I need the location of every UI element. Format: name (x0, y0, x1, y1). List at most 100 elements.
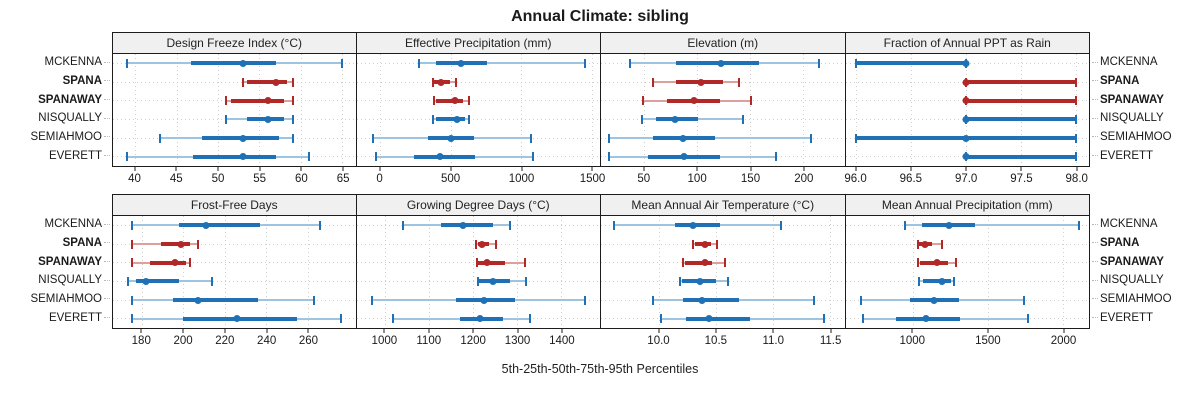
station-label-row: SPANA (0, 72, 112, 91)
whisker-cap (918, 276, 921, 286)
percentile-25-75-bar (966, 98, 1076, 103)
station-label-row: NISQUALLY (1090, 109, 1200, 128)
tick-label: 97.0 (954, 173, 978, 185)
row-guide (113, 262, 356, 264)
station-label-row: SEMIAHMOO (1090, 290, 1200, 309)
panel-title: Mean Annual Air Temperature (°C) (631, 198, 815, 212)
station-label: SPANA (62, 74, 102, 87)
gridline (1062, 216, 1064, 328)
panel-strip: Design Freeze Index (°C) (113, 33, 356, 54)
gridline (307, 216, 309, 328)
whisker-cap (375, 152, 378, 162)
tick-label: 50 (211, 173, 225, 185)
panel-group: Design Freeze Index (°C) 40 45 50 55 60 65 Effe… (112, 32, 1090, 194)
panel-frame: Growing Degree Days (°C) (355, 194, 601, 329)
median-dot (680, 153, 688, 161)
median-dot (701, 259, 709, 267)
station-label-row: MCKENNA (1090, 53, 1200, 72)
whisker-cap (608, 133, 611, 143)
percentile-25-75-bar (435, 98, 463, 103)
whisker-cap (862, 314, 865, 324)
station-label: NISQUALLY (1100, 274, 1164, 287)
tick-label: 1000 (371, 335, 398, 347)
tick-mark (134, 167, 136, 171)
tick-mark (750, 167, 751, 171)
median-dot (933, 259, 941, 267)
dotted-leader (1092, 298, 1098, 300)
whisker-cap (823, 314, 826, 324)
dotted-leader (1092, 61, 1098, 63)
panel-title: Design Freeze Index (°C) (166, 36, 302, 50)
station-label-row: SPANA (1090, 234, 1200, 253)
gridline (803, 54, 805, 166)
gridline (1020, 54, 1022, 166)
dotted-leader (104, 317, 110, 319)
station-label: EVERETT (1100, 149, 1154, 162)
tick-mark (266, 329, 268, 333)
percentile-25-75-bar (193, 154, 277, 159)
median-dot (453, 115, 461, 123)
panel-mean-annual-air-temperature-c: Mean Annual Air Temperature (°C) 10.0 10.5… (600, 194, 846, 356)
median-dot (272, 78, 280, 86)
median-dot (962, 153, 970, 161)
whisker-cap (818, 58, 821, 68)
median-dot (233, 315, 241, 323)
dotted-leader (1092, 155, 1098, 157)
station-labels-left: MCKENNA SPANA SPANAWAY NISQUALLY SEMIAHMOO EV… (0, 194, 112, 356)
gridline (659, 216, 661, 328)
median-dot (264, 97, 272, 105)
tick-mark (517, 329, 519, 333)
whisker-cap (681, 258, 684, 268)
tick-label: 98.0 (1065, 173, 1088, 185)
panel-title: Elevation (m) (687, 36, 759, 50)
plot-area (845, 54, 1089, 166)
tick-mark (643, 167, 645, 171)
whisker-cap (523, 258, 526, 268)
median-dot (962, 78, 970, 86)
whisker-cap (476, 276, 479, 286)
whisker-cap (692, 239, 695, 249)
percentile-25-75-bar (179, 223, 261, 228)
percentile-25-75-bar (413, 154, 476, 159)
median-dot (483, 259, 491, 267)
station-label: EVERETT (48, 149, 102, 162)
panel-title: Growing Degree Days (°C) (406, 198, 550, 212)
panel-title: Fraction of Annual PPT as Rain (883, 36, 1051, 50)
percentile-25-75-bar (135, 279, 180, 284)
station-label: SEMIAHMOO (1100, 130, 1172, 143)
dotted-leader (104, 136, 110, 138)
station-label: SEMIAHMOO (1100, 292, 1172, 305)
gridline (429, 216, 431, 328)
tick-mark (561, 329, 563, 333)
panel-fraction-of-annual-ppt-as-rain: Fraction of Annual PPT as Rain 96.0 96.5 97… (844, 32, 1090, 194)
tick-mark (830, 329, 832, 333)
whisker-cap (1074, 114, 1077, 124)
gridline (218, 54, 220, 166)
tick-label: 1500 (975, 335, 1001, 347)
station-labels-left: MCKENNA SPANA SPANAWAY NISQUALLY SEMIAHMOO EV… (0, 32, 112, 194)
whisker-cap (433, 96, 436, 106)
tick-label: 65 (336, 173, 350, 185)
row-guide (845, 262, 1089, 264)
median-dot (239, 153, 247, 161)
median-dot (717, 59, 725, 67)
tick-mark (772, 329, 774, 333)
panel-frame: Mean Annual Precipitation (mm) (844, 194, 1090, 329)
tick-mark (140, 329, 142, 333)
station-label: MCKENNA (44, 56, 102, 69)
panel-frame: Frost-Free Days (112, 194, 357, 329)
whisker-cap (126, 152, 129, 162)
station-label: NISQUALLY (38, 112, 102, 125)
median-dot (451, 97, 459, 105)
whisker-cap (130, 295, 133, 305)
median-dot (696, 277, 704, 285)
tick-label: 11.0 (762, 335, 784, 347)
whisker-cap (495, 239, 498, 249)
whisker-cap (641, 114, 644, 124)
dotted-leader (1092, 261, 1098, 263)
plot-area (113, 54, 356, 166)
panel-strip: Mean Annual Precipitation (mm) (845, 195, 1089, 216)
whisker-cap (954, 258, 957, 268)
whisker-cap (750, 96, 753, 106)
station-label-row: EVERETT (1090, 308, 1200, 327)
